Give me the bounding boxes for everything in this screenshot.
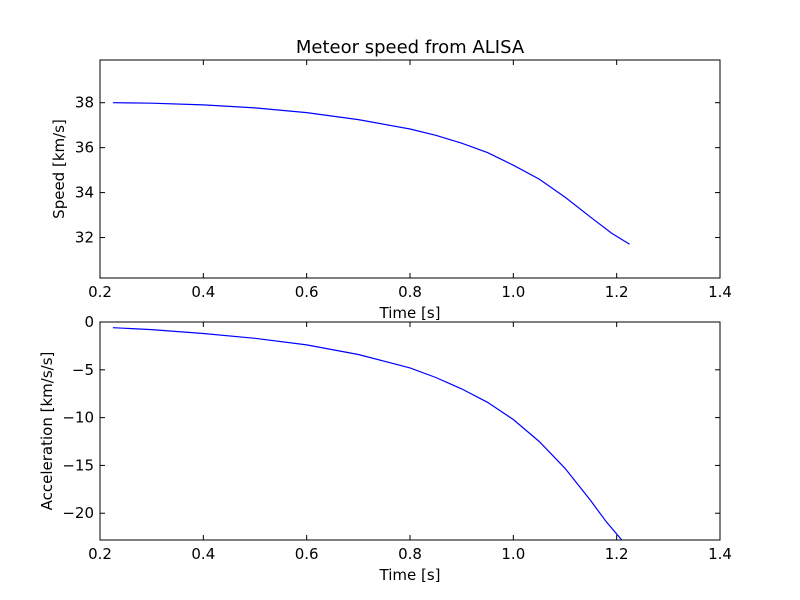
speed-x-tick-label: 0.4: [191, 283, 215, 301]
acceleration-x-tick-label: 1.4: [708, 545, 732, 563]
speed-y-axis-label: Speed [km/s]: [50, 119, 68, 219]
acceleration-x-axis-label: Time [s]: [379, 566, 441, 584]
speed-x-tick-label: 0.6: [295, 283, 319, 301]
acceleration-x-tick-label: 0.8: [398, 545, 422, 563]
acceleration-x-tick-label: 1.0: [501, 545, 525, 563]
acceleration-y-tick-label: −15: [62, 456, 94, 474]
acceleration-x-tick-label: 0.4: [191, 545, 215, 563]
speed-y-tick-label: 36: [75, 139, 94, 157]
acceleration-series-line: [112, 327, 623, 541]
acceleration-x-tick-label: 1.2: [605, 545, 629, 563]
acceleration-y-axis-label: Acceleration [km/s/s]: [38, 352, 56, 511]
acceleration-y-tick-label: 0: [84, 313, 94, 331]
speed-x-tick-label: 1.2: [605, 283, 629, 301]
speed-panel: Meteor speed from ALISA Time [s] Speed […: [50, 37, 732, 322]
chart-title: Meteor speed from ALISA: [296, 37, 525, 58]
speed-x-tick-label: 1.4: [708, 283, 732, 301]
acceleration-y-tick-label: −10: [62, 409, 94, 427]
acceleration-x-tick-label: 0.6: [295, 545, 319, 563]
acceleration-x-tick-label: 0.2: [88, 545, 112, 563]
speed-x-tick-label: 0.8: [398, 283, 422, 301]
speed-x-tick-label: 0.2: [88, 283, 112, 301]
speed-y-tick-label: 32: [75, 229, 94, 247]
acceleration-axes-frame: [99, 321, 721, 541]
speed-y-tick-label: 38: [75, 94, 94, 112]
acceleration-y-tick-label: −20: [62, 504, 94, 522]
speed-x-tick-label: 1.0: [501, 283, 525, 301]
acceleration-y-tick-label: −5: [72, 361, 94, 379]
speed-series-line: [112, 102, 630, 245]
speed-x-axis-label: Time [s]: [379, 304, 441, 322]
speed-y-tick-label: 34: [75, 184, 94, 202]
acceleration-panel: Time [s] Acceleration [km/s/s] 0.2 0.4 0.6…: [38, 313, 732, 584]
speed-axes-frame: [99, 59, 721, 279]
